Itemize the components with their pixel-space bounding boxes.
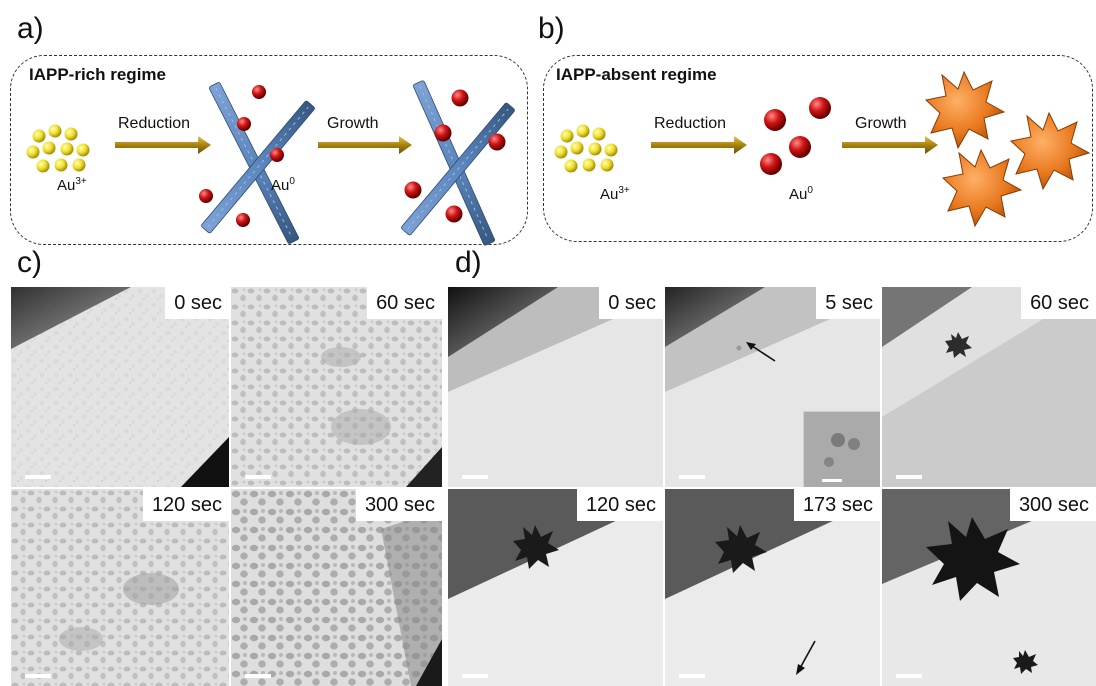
scale-bar xyxy=(896,475,922,479)
scale-bar xyxy=(462,674,488,678)
arrow-growth-a xyxy=(318,136,412,154)
star-particles-b xyxy=(924,70,1091,228)
scale-bar xyxy=(25,475,51,479)
scheme-b-title: IAPP-absent regime xyxy=(556,65,717,84)
panel-d-label: d) xyxy=(455,246,482,279)
label-reduction-a: Reduction xyxy=(118,115,191,132)
tem-c-0sec: 0 sec xyxy=(11,287,229,487)
scale-bar xyxy=(896,674,922,678)
panel-a-label: a) xyxy=(17,12,44,45)
timestamp: 60 sec xyxy=(367,287,442,319)
scheme-a-title: IAPP-rich regime xyxy=(29,65,166,84)
timestamp: 5 sec xyxy=(816,287,880,319)
au3-cluster-b xyxy=(554,124,618,173)
timestamp: 300 sec xyxy=(1009,489,1096,521)
au0-particles-b xyxy=(760,97,831,175)
timestamp: 0 sec xyxy=(599,287,663,319)
tem-c-60sec: 60 sec xyxy=(231,287,442,487)
arrow-reduction-b xyxy=(651,136,747,154)
tem-d-5sec: 5 sec xyxy=(665,287,880,487)
fibril-pair-2 xyxy=(401,80,515,246)
panel-b-label: b) xyxy=(538,12,565,45)
panel-c-label: c) xyxy=(17,246,42,279)
timestamp: 0 sec xyxy=(165,287,229,319)
tem-d-120sec: 120 sec xyxy=(448,489,663,686)
scale-bar xyxy=(679,674,705,678)
au3-cluster xyxy=(26,124,90,173)
scale-bar xyxy=(245,674,271,678)
label-growth-a: Growth xyxy=(327,115,379,132)
tem-d-0sec: 0 sec xyxy=(448,287,663,487)
arrow-indicator xyxy=(746,342,776,362)
label-au3-b: Au3+ xyxy=(600,185,630,203)
scale-bar xyxy=(245,475,271,479)
timestamp: 120 sec xyxy=(576,489,663,521)
scheme-iapp-absent: IAPP-absent regime xyxy=(543,55,1093,242)
inset-scale-bar xyxy=(822,479,842,482)
label-au0-a: Au0 xyxy=(271,176,295,194)
scheme-b-graphics xyxy=(554,70,1091,228)
scheme-a-graphics xyxy=(26,80,515,246)
label-reduction-b: Reduction xyxy=(654,115,727,132)
tem-c-120sec: 120 sec xyxy=(11,489,229,686)
tem-d-60sec: 60 sec xyxy=(882,287,1096,487)
scheme-iapp-rich: IAPP-rich regime xyxy=(10,55,528,246)
inset-magnified xyxy=(803,411,880,487)
label-au3-a: Au3+ xyxy=(57,176,87,194)
arrow-growth-b xyxy=(842,136,938,154)
tem-d-173sec: 173 sec xyxy=(665,489,880,686)
timestamp: 60 sec xyxy=(1021,287,1096,319)
tem-d-300sec: 300 sec xyxy=(882,489,1096,686)
label-au0-b: Au0 xyxy=(789,185,813,203)
timestamp: 300 sec xyxy=(355,489,442,521)
fibril-pair-1 xyxy=(199,82,315,244)
label-growth-b: Growth xyxy=(855,115,907,132)
arrow-indicator-2 xyxy=(796,640,816,675)
scale-bar xyxy=(25,674,51,678)
timestamp: 173 sec xyxy=(793,489,880,521)
timestamp: 120 sec xyxy=(142,489,229,521)
arrow-reduction-a xyxy=(115,136,211,154)
scale-bar xyxy=(679,475,705,479)
tem-c-300sec: 300 sec xyxy=(231,489,442,686)
scale-bar xyxy=(462,475,488,479)
